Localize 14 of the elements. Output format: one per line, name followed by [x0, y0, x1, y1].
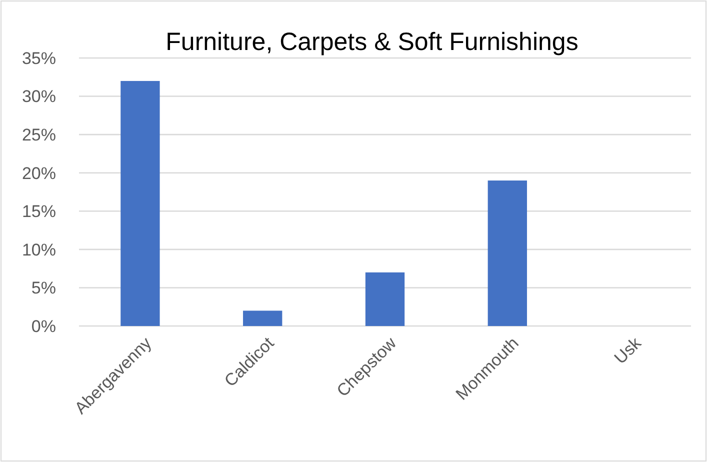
- bar: [488, 180, 527, 326]
- y-tick-label: 30%: [22, 87, 56, 106]
- x-tick-label: Usk: [610, 333, 646, 368]
- y-tick-label: 20%: [22, 164, 56, 183]
- bar: [243, 310, 282, 326]
- y-tick-label: 0%: [31, 316, 56, 336]
- y-tick-label: 25%: [22, 126, 56, 145]
- bar: [365, 272, 405, 326]
- bar: [120, 80, 160, 326]
- y-tick-label: 35%: [22, 48, 56, 68]
- y-tick-label: 5%: [31, 278, 56, 298]
- y-tick-label: 15%: [22, 202, 56, 222]
- y-tick-label: 10%: [22, 240, 56, 260]
- chart-title: Furniture, Carpets & Soft Furnishings: [166, 28, 578, 56]
